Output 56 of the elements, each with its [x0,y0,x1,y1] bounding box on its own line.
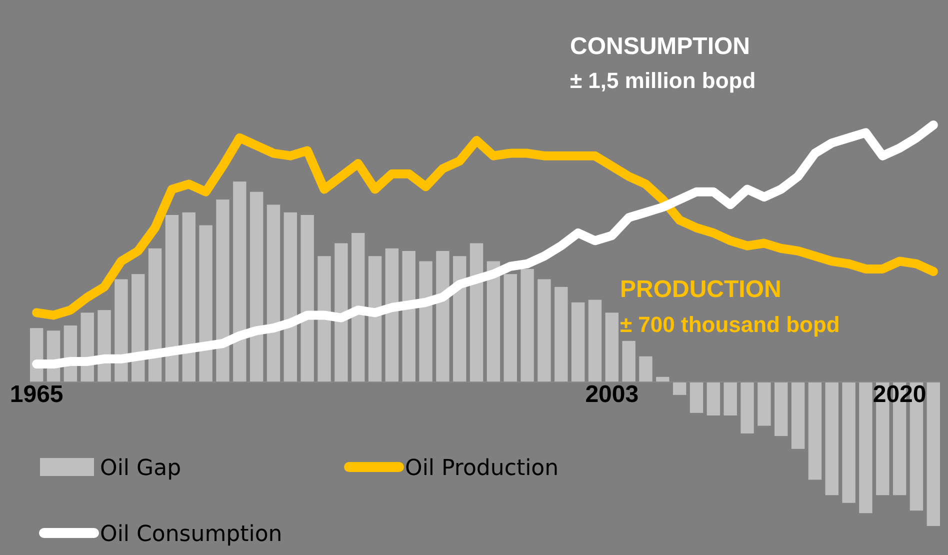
bar [588,300,602,382]
bar [318,256,331,382]
bar [808,382,822,480]
bar [639,356,652,382]
bar [182,212,196,382]
bar [216,200,230,382]
bar [656,376,670,382]
bar [504,274,517,382]
bar [520,268,534,382]
bar [859,382,872,514]
bar [758,382,771,426]
bar [233,182,246,382]
bar [622,340,636,382]
bar [605,312,619,382]
bar [148,248,162,382]
bar [774,382,788,436]
bar [199,225,212,382]
bar [114,279,128,382]
bar [402,250,416,382]
x-tick-label: 2020 [872,381,926,408]
bar [436,250,450,382]
bar [740,382,754,434]
bar [571,302,585,382]
bar [554,286,568,382]
bar [706,382,720,416]
text: ± 1,5 million bopd [570,68,756,93]
bar [284,212,298,382]
bar [724,382,737,416]
bar [926,382,940,526]
legend-label: Oil Production [405,456,559,481]
bar [825,382,838,496]
bar [842,382,856,503]
bar [351,232,365,382]
bar [672,382,686,395]
bar [266,204,280,382]
bar [453,256,466,382]
bar [250,192,264,382]
bar [334,243,348,382]
legend-label: Oil Consumption [100,522,282,547]
text: CONSUMPTION [570,33,750,60]
bar [538,279,551,382]
bar [470,243,484,382]
bar [486,261,500,382]
bar [419,261,432,382]
bar [368,256,382,382]
x-tick-label: 2003 [585,381,639,408]
x-tick-label: 1965 [10,381,64,408]
bar [791,382,805,449]
bar [385,248,399,382]
annotation: ± 700 thousand bopd [620,312,840,337]
bar [690,382,704,413]
bar [165,214,179,382]
bar [300,214,314,382]
bar [132,274,145,382]
legend-label: Oil Gap [100,456,182,481]
annotation: PRODUCTION [620,276,782,303]
